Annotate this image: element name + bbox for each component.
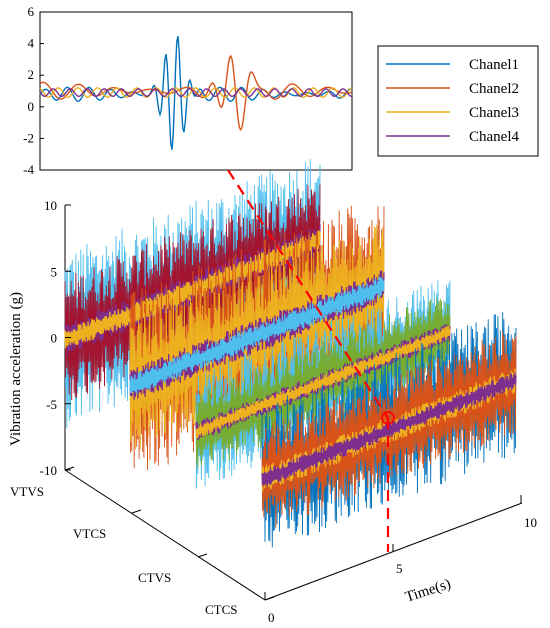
legend-label: Chanel2 [469,81,519,97]
signal-wall-ctvs [195,280,451,489]
signal-trace [64,184,321,401]
category-tick-label: VTVS [10,484,44,499]
signal-walls [64,159,517,548]
signal-wall-vtcs [129,205,385,471]
signal-trace [129,224,385,450]
inset-series-group [39,36,353,150]
z-tick-label: -10 [40,463,57,478]
legend-item: Chanel3 [386,105,519,121]
legend-label: Chanel1 [469,57,519,73]
legend: Chanel1 Chanel2 Chanel3 Chanel4 [377,45,539,157]
inset-y-tick-label: -2 [23,130,34,145]
category-tick-mark [131,509,142,514]
signal-trace [129,205,385,471]
z-tick-label: 0 [51,331,58,346]
time-tick-label: 10 [524,515,537,530]
category-tick-mark [64,466,75,471]
category-tick-label: CTVS [138,570,171,585]
legend-label: Chanel3 [469,105,519,121]
signal-wall-ctcs [261,312,517,548]
main-3d-plot: -10 -5 0 5 10 VTVS VTCS CTVS CTCS 0 5 10 Vib… [8,159,537,625]
time-ticks: 0 5 10 [264,495,537,625]
inset-y-tick-label: 4 [28,36,35,51]
depth-axis-line [64,469,266,601]
highlight-circle [381,411,395,425]
x-axis-label: Time(s) [403,576,453,606]
signal-trace [129,276,385,394]
signal-trace [195,324,451,440]
signal-trace [195,298,451,469]
legend-item: Chanel2 [386,81,519,97]
signal-trace [129,270,385,400]
inset-series-line-2 [39,54,353,132]
category-ticks: VTVS VTCS CTVS CTCS [10,466,275,617]
inset-y-tick-label: 0 [28,99,35,114]
z-ticks: -10 -5 0 5 10 [40,198,71,478]
signal-trace [261,331,517,528]
z-tick-label: 5 [51,264,58,279]
dashed-connector-upper [227,169,389,419]
signal-trace [195,326,451,438]
time-tick-label: 5 [396,561,403,576]
signal-trace [64,159,321,429]
inset-y-tick-label: 2 [28,67,35,82]
legend-label: Chanel4 [469,129,519,145]
category-tick-mark [197,553,208,558]
signal-trace [261,312,517,548]
inset-y-tick-label: 6 [28,4,35,19]
inset-y-tick-label: -4 [23,162,34,177]
category-tick-label: CTCS [205,602,238,617]
inset-plot: -4 -2 0 2 4 6 [23,4,353,177]
legend-item: Chanel1 [386,57,519,73]
z-tick-label: -5 [46,397,57,412]
inset-y-ticks: -4 -2 0 2 4 6 [23,4,44,177]
legend-item: Chanel4 [386,129,519,145]
inset-series-line-4 [39,88,352,98]
time-tick-label: 0 [268,610,275,625]
category-tick-mark [264,596,275,601]
z-tick-label: 10 [44,198,57,213]
y-axis-label: Vibration acceleration (g) [8,292,24,446]
category-tick-label: VTCS [73,526,106,541]
highlight-connector [227,169,395,552]
